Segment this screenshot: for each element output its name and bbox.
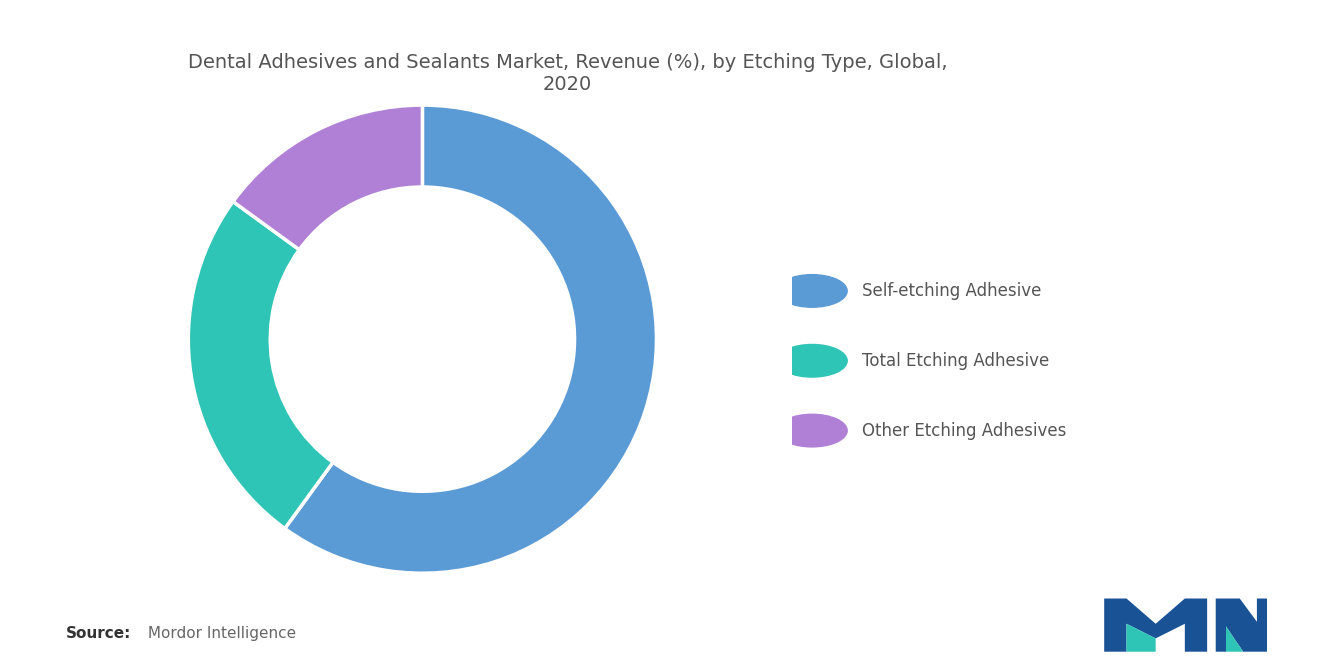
Text: Dental Adhesives and Sealants Market, Revenue (%), by Etching Type, Global,
2020: Dental Adhesives and Sealants Market, Re… bbox=[187, 53, 948, 94]
Text: Self-etching Adhesive: Self-etching Adhesive bbox=[862, 282, 1041, 300]
Wedge shape bbox=[234, 105, 422, 250]
Polygon shape bbox=[1226, 626, 1243, 652]
Circle shape bbox=[777, 414, 847, 447]
Text: Mordor Intelligence: Mordor Intelligence bbox=[143, 626, 296, 642]
Circle shape bbox=[777, 275, 847, 307]
Text: Other Etching Adhesives: Other Etching Adhesives bbox=[862, 422, 1067, 440]
Circle shape bbox=[777, 344, 847, 377]
Wedge shape bbox=[189, 201, 333, 529]
Text: Total Etching Adhesive: Total Etching Adhesive bbox=[862, 352, 1049, 370]
Polygon shape bbox=[1126, 624, 1155, 652]
Text: Source:: Source: bbox=[66, 626, 132, 642]
Polygon shape bbox=[1104, 598, 1208, 652]
Polygon shape bbox=[1216, 598, 1267, 652]
Wedge shape bbox=[285, 105, 656, 573]
